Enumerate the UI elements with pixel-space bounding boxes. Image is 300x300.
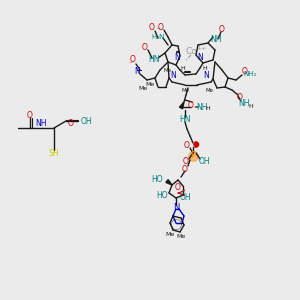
Text: NH₂: NH₂ — [243, 71, 257, 77]
Text: N: N — [203, 71, 209, 80]
Text: H: H — [181, 65, 185, 70]
Text: O: O — [188, 101, 194, 110]
Text: NH: NH — [238, 100, 250, 109]
Text: P: P — [190, 152, 196, 160]
Text: NH: NH — [210, 34, 222, 43]
Text: N: N — [197, 53, 203, 62]
Text: O: O — [175, 184, 181, 193]
Text: O: O — [142, 43, 148, 52]
Text: Me: Me — [176, 233, 186, 238]
Text: O: O — [183, 157, 189, 166]
Text: HO: HO — [152, 175, 163, 184]
Text: O: O — [130, 56, 136, 64]
Text: O: O — [184, 142, 190, 151]
Text: =: = — [193, 104, 199, 110]
Text: O: O — [242, 68, 248, 76]
Text: N: N — [134, 68, 140, 76]
Text: SH: SH — [49, 149, 59, 158]
Text: ⁻: ⁻ — [156, 27, 160, 33]
Text: O: O — [219, 25, 225, 34]
Text: ⁻: ⁻ — [128, 61, 132, 67]
Text: H: H — [202, 65, 207, 70]
Text: Me: Me — [164, 68, 172, 73]
Text: NH: NH — [196, 103, 208, 112]
Text: HN: HN — [179, 116, 191, 124]
Text: O: O — [27, 110, 33, 119]
Text: HO: HO — [156, 191, 168, 200]
Text: H: H — [206, 106, 210, 112]
Text: O: O — [158, 22, 164, 32]
Text: O: O — [68, 118, 74, 127]
Text: O: O — [182, 164, 188, 173]
Text: Me: Me — [165, 232, 175, 238]
Text: N: N — [174, 53, 180, 62]
Text: OH: OH — [198, 157, 210, 166]
Text: Me: Me — [181, 88, 189, 92]
Text: O: O — [149, 23, 155, 32]
Text: Me: Me — [138, 86, 148, 92]
Text: ++: ++ — [197, 46, 207, 52]
Text: Co: Co — [185, 47, 197, 56]
Text: Me: Me — [146, 82, 154, 88]
Text: H₂N: H₂N — [151, 34, 165, 40]
Text: O: O — [237, 94, 243, 103]
Text: NH: NH — [35, 119, 47, 128]
Text: OH: OH — [80, 116, 92, 125]
Text: Me: Me — [206, 88, 214, 92]
Polygon shape — [179, 102, 184, 109]
Text: HN: HN — [148, 56, 160, 64]
Text: O: O — [193, 142, 199, 151]
Text: H: H — [249, 103, 254, 109]
Text: N: N — [170, 71, 176, 80]
Text: N: N — [173, 202, 179, 211]
Polygon shape — [166, 180, 172, 185]
Text: OH: OH — [179, 194, 191, 202]
